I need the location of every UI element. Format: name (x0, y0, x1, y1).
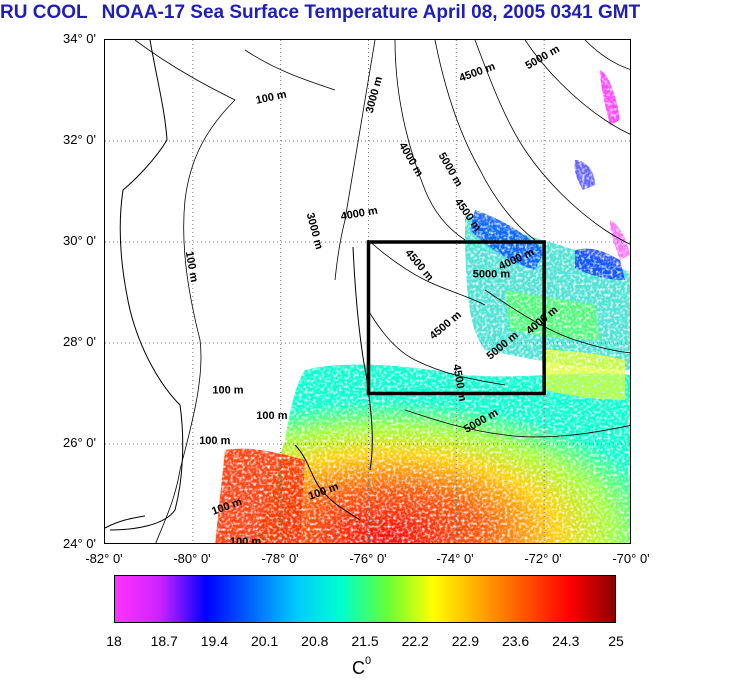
lat-label-32: 32° 0' (63, 132, 96, 147)
lat-label-26: 26° 0' (63, 435, 96, 450)
colorbar-tick-label: 22.9 (451, 633, 480, 649)
colorbar-tick-label: 19.4 (200, 633, 229, 649)
lon-label-80: -80° 0' (173, 551, 211, 566)
lon-label-72: -72° 0' (524, 551, 562, 566)
contour-label: 100 m (256, 410, 287, 422)
colorbar-tick-label: 21.5 (351, 633, 379, 649)
lon-label-78: -78° 0' (261, 551, 299, 566)
title-org: RU COOL (0, 2, 88, 23)
contour-label: 100 m (183, 250, 200, 283)
contour-label: 4000 m (396, 141, 425, 179)
colorbar-tick-label: 23.6 (501, 633, 530, 649)
contour-label: 5000 m (473, 268, 511, 280)
isobath-deep (334, 40, 630, 438)
colorbar-tick-label: 20.1 (250, 633, 279, 649)
sst-map: 100 m 100 m 100 m 100 m 100 m 100 m 100 m 100 m… (104, 39, 631, 544)
contour-label: 100 m (199, 435, 230, 447)
colorbar-tick-label: 22.2 (401, 633, 429, 649)
lat-label-24: 24° 0' (63, 536, 96, 551)
contour-label: 4000 m (340, 205, 379, 223)
lon-label-70: -70° 0' (612, 551, 650, 566)
colorbar-unit: C0 (352, 655, 372, 679)
isobath-100m (134, 40, 336, 543)
lon-label-74: -74° 0' (436, 551, 474, 566)
colorbar (114, 575, 616, 623)
lat-label-28: 28° 0' (63, 334, 96, 349)
lat-label-34: 34° 0' (63, 31, 96, 46)
contour-label: 5000 m (436, 151, 465, 189)
colorbar-tick-label: 18.7 (150, 633, 178, 649)
colorbar-tick-label: 20.8 (301, 633, 329, 649)
unit-letter: C (352, 658, 365, 678)
unit-sup: 0 (365, 655, 372, 667)
colorbar-tick-label: 18 (106, 633, 122, 649)
colorbar-gradient (115, 576, 615, 622)
contour-label: 100 m (255, 89, 288, 107)
contour-label: 4500 m (427, 309, 463, 342)
sst-cool-field (465, 70, 630, 400)
contour-label: 100 m (230, 536, 261, 544)
study-area-box (366, 240, 546, 396)
map-title: RU COOL NOAA-17 Sea Surface Temperature A… (0, 2, 736, 26)
lon-label-82: -82° 0' (85, 551, 123, 566)
contour-label: 4500 m (403, 247, 436, 283)
title-text: NOAA-17 Sea Surface Temperature April 08… (101, 2, 641, 23)
lon-label-76: -76° 0' (349, 551, 387, 566)
colorbar-tick-label: 24.3 (552, 633, 580, 649)
contour-label: 3000 m (364, 75, 385, 114)
contour-label: 100 m (212, 385, 243, 397)
sst-warm-field (215, 364, 630, 543)
colorbar-tick-label: 25 (608, 633, 624, 649)
contour-label: 5000 m (524, 43, 562, 72)
contour-label: 3000 m (304, 212, 325, 251)
lat-label-30: 30° 0' (63, 233, 96, 248)
